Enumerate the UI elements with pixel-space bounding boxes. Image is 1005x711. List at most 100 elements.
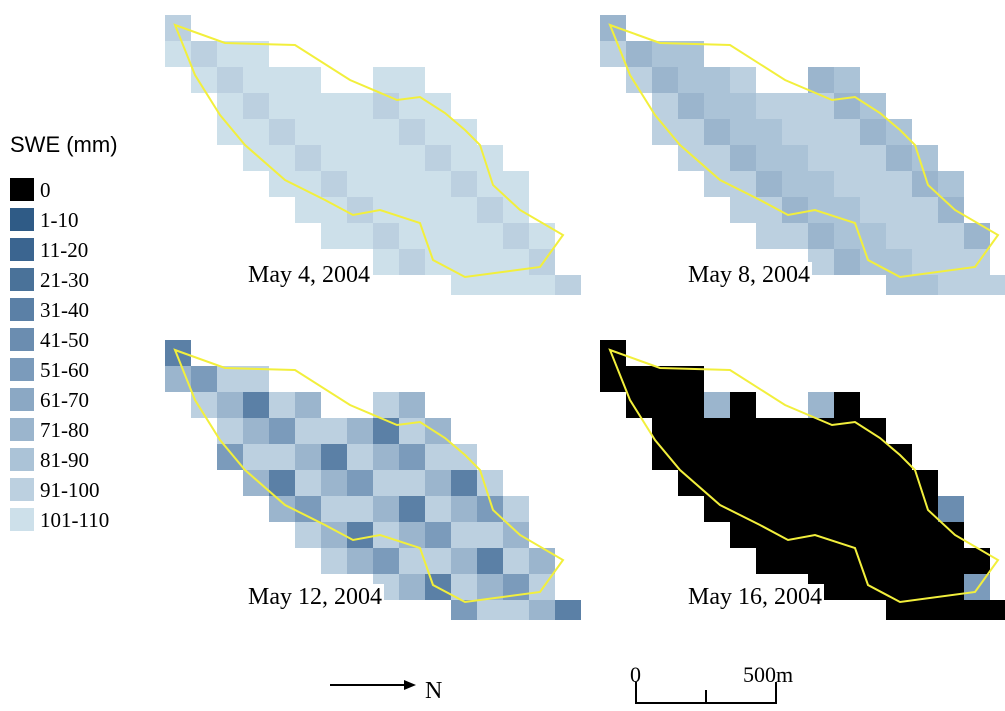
swe-cell: [191, 366, 217, 392]
swe-cell: [399, 444, 425, 470]
swe-cell: [912, 223, 938, 249]
legend-swatch: [10, 238, 34, 261]
swe-cell: [756, 418, 782, 444]
swe-cell: [860, 444, 886, 470]
swe-cell: [425, 444, 451, 470]
swe-cell: [808, 392, 834, 418]
swe-cell: [347, 496, 373, 522]
swe-cell: [373, 418, 399, 444]
swe-cell: [808, 223, 834, 249]
swe-cell: [938, 275, 964, 295]
swe-cell: [373, 145, 399, 171]
swe-cell: [652, 366, 678, 392]
swe-cell: [678, 444, 704, 470]
swe-cell: [756, 223, 782, 249]
swe-cell: [782, 171, 808, 197]
swe-cell: [886, 171, 912, 197]
swe-cell: [860, 119, 886, 145]
swe-cell: [730, 119, 756, 145]
swe-cell: [860, 171, 886, 197]
swe-cell: [451, 223, 477, 249]
swe-cell: [529, 223, 555, 249]
swe-cell: [451, 574, 477, 600]
swe-cell: [834, 574, 860, 600]
swe-map-may-8: [600, 15, 1005, 295]
basin-boundary: [608, 23, 1000, 279]
swe-cell: [678, 145, 704, 171]
swe-cell: [243, 444, 269, 470]
swe-cell: [626, 366, 652, 392]
swe-cell: [678, 392, 704, 418]
swe-cell: [477, 522, 503, 548]
swe-cell: [217, 67, 243, 93]
swe-cell: [425, 470, 451, 496]
swe-cell: [782, 119, 808, 145]
swe-cell: [373, 171, 399, 197]
swe-cell: [938, 548, 964, 574]
swe-cell: [165, 15, 191, 41]
swe-cell: [886, 145, 912, 171]
swe-cell: [808, 93, 834, 119]
swe-cell: [834, 249, 860, 275]
swe-cell: [808, 444, 834, 470]
legend-label: 81-90: [40, 448, 89, 472]
swe-cell: [652, 418, 678, 444]
swe-cell: [347, 93, 373, 119]
swe-cell: [295, 418, 321, 444]
swe-cell: [269, 392, 295, 418]
swe-cell: [295, 67, 321, 93]
swe-cell: [399, 392, 425, 418]
swe-cell: [477, 574, 503, 600]
swe-cell: [451, 119, 477, 145]
swe-cell: [451, 522, 477, 548]
swe-cell: [782, 418, 808, 444]
swe-cell: [808, 67, 834, 93]
swe-cell: [756, 171, 782, 197]
swe-cell: [295, 93, 321, 119]
swe-cell: [860, 548, 886, 574]
swe-cell: [704, 496, 730, 522]
swe-cell: [399, 145, 425, 171]
swe-cell: [295, 522, 321, 548]
swe-cell: [373, 223, 399, 249]
swe-cell: [886, 275, 912, 295]
swe-cell: [912, 574, 938, 600]
swe-cell: [704, 392, 730, 418]
swe-cell: [503, 171, 529, 197]
swe-cell: [347, 171, 373, 197]
swe-cell: [243, 41, 269, 67]
swe-cell: [191, 41, 217, 67]
swe-cell: [808, 249, 834, 275]
swe-cell: [704, 470, 730, 496]
legend-label: 31-40: [40, 298, 89, 322]
swe-cell: [834, 119, 860, 145]
swe-cell: [321, 145, 347, 171]
swe-cell: [217, 41, 243, 67]
swe-cell: [373, 249, 399, 275]
swe-cell: [373, 548, 399, 574]
legend-swatch: [10, 358, 34, 381]
swe-cell: [477, 600, 503, 620]
swe-cell: [808, 418, 834, 444]
swe-cell: [451, 171, 477, 197]
swe-cell: [938, 171, 964, 197]
swe-cell: [243, 93, 269, 119]
swe-cell: [477, 223, 503, 249]
swe-cell: [373, 119, 399, 145]
swe-cell: [217, 366, 243, 392]
swe-cell: [451, 548, 477, 574]
swe-cell: [451, 470, 477, 496]
swe-cell: [886, 496, 912, 522]
legend-label: 0: [40, 178, 51, 202]
swe-cell: [217, 444, 243, 470]
swe-cell: [964, 223, 990, 249]
swe-cell: [451, 600, 477, 620]
swe-cell: [704, 145, 730, 171]
legend-swatch: [10, 388, 34, 411]
swe-cell: [834, 470, 860, 496]
swe-cell: [451, 444, 477, 470]
swe-cell: [964, 548, 990, 574]
swe-cell: [912, 197, 938, 223]
swe-cell: [912, 275, 938, 295]
swe-cell: [399, 249, 425, 275]
